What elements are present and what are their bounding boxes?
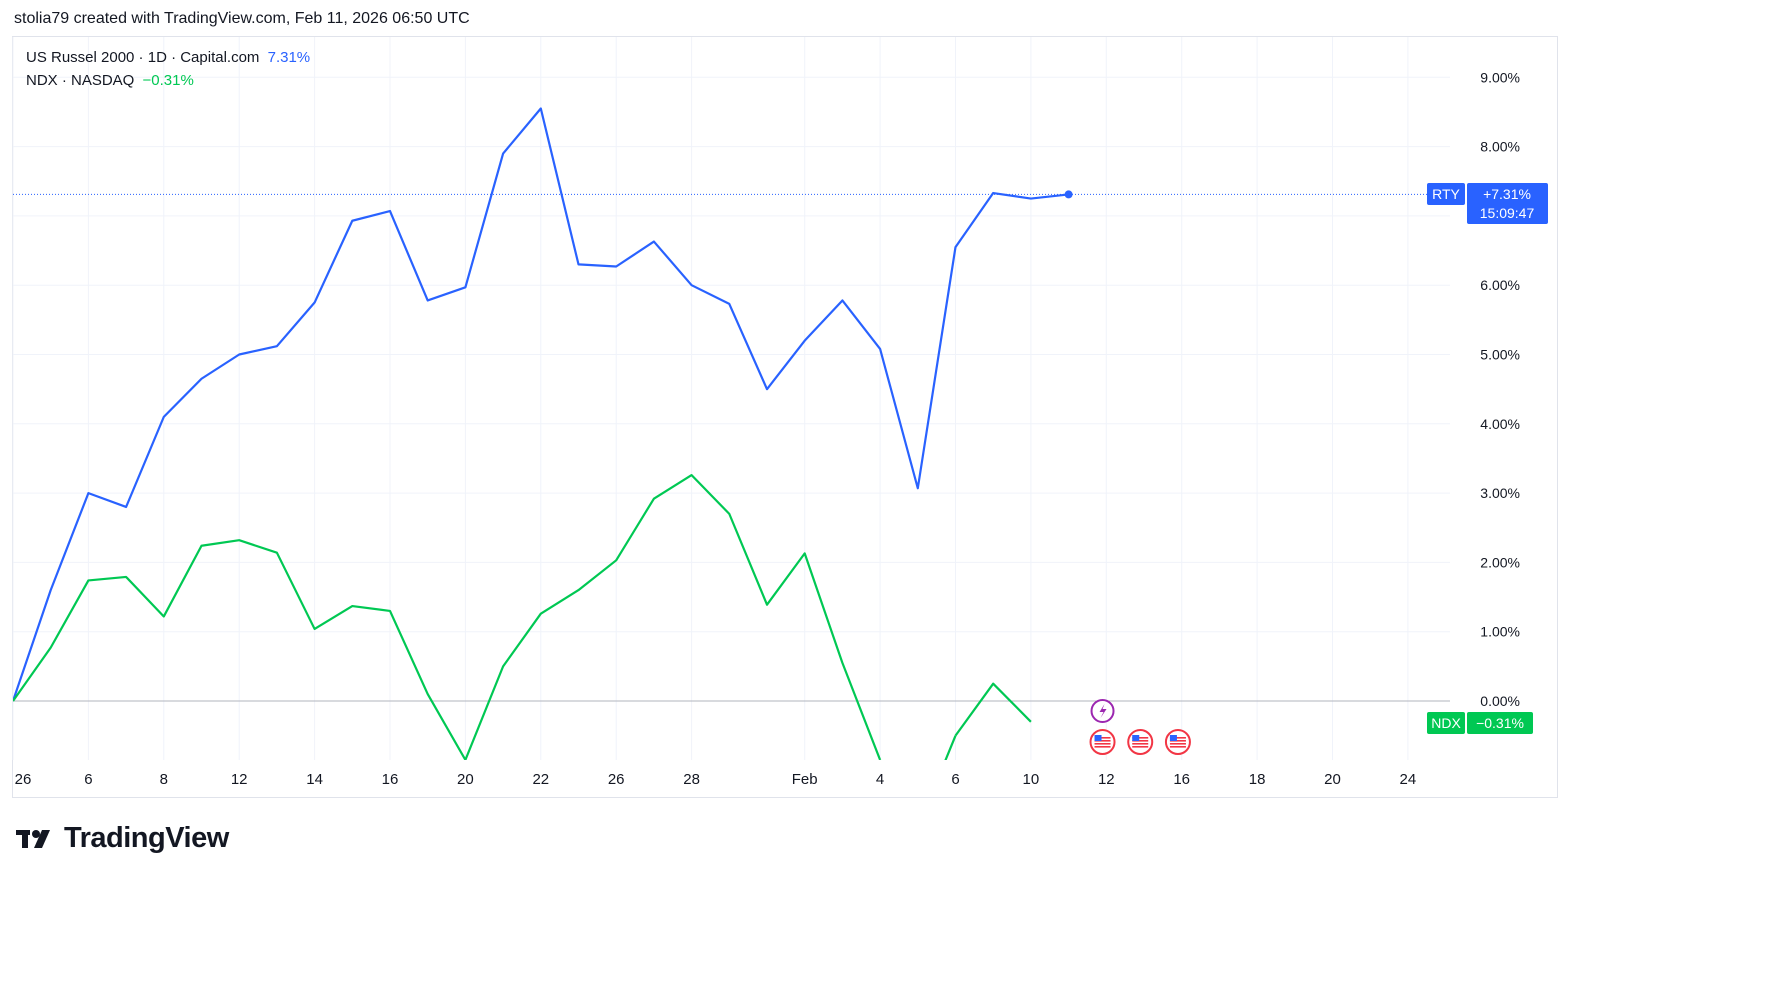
- x-tick-label: Feb: [792, 771, 818, 788]
- x-tick-label: 6: [951, 771, 959, 788]
- x-tick-label: 16: [1173, 771, 1190, 788]
- us-flag-event-icon: [1089, 729, 1116, 755]
- flag-canton: [1094, 735, 1102, 741]
- rty-tag-value: +7.31%: [1483, 186, 1531, 202]
- y-tick-label: 6.00%: [1480, 277, 1520, 293]
- x-tick-label: 16: [382, 771, 399, 788]
- flag-canton: [1169, 735, 1177, 741]
- flag-stripe: [1094, 740, 1111, 742]
- y-tick-label: 9.00%: [1480, 69, 1520, 85]
- flag-stripe: [1132, 740, 1149, 742]
- tradingview-wordmark: TradingView: [64, 822, 229, 854]
- flag-stripe: [1169, 743, 1186, 745]
- y-tick-label: 1.00%: [1480, 624, 1520, 640]
- flag-stripe: [1132, 737, 1149, 739]
- ndx-tag-value: −0.31%: [1476, 715, 1524, 731]
- ndx-price-tag: NDX −0.31%: [1427, 712, 1533, 734]
- rty-price-tag: RTY +7.31% 15:09:47: [1427, 183, 1548, 224]
- x-tick-label: 4: [876, 771, 884, 788]
- series-legend: US Russel 2000 · 1D · Capital.com 7.31% …: [26, 46, 310, 92]
- ndx-line: [13, 473, 882, 760]
- y-tick-label: 0.00%: [1480, 693, 1520, 709]
- x-tick-label: 14: [306, 771, 323, 788]
- x-tick-label: 22: [532, 771, 549, 788]
- x-tick-label: 18: [1249, 771, 1266, 788]
- y-tick-label: 5.00%: [1480, 347, 1520, 363]
- price-tags: RTY +7.31% 15:09:47 NDX −0.31%: [1427, 183, 1548, 734]
- flag-stripe: [1169, 737, 1186, 739]
- ndx-line: [954, 682, 1032, 737]
- ndx-tag-symbol: NDX: [1431, 715, 1461, 731]
- flag-stripe: [1094, 737, 1111, 739]
- x-tick-label: 10: [1023, 771, 1040, 788]
- chart-caption: stolia79 created with TradingView.com, F…: [14, 10, 470, 27]
- x-tick-label: 28: [683, 771, 700, 788]
- us-flag-event-icon: [1127, 729, 1154, 755]
- y-tick-label: 3.00%: [1480, 485, 1520, 501]
- tradingview-logo-icon: [16, 829, 50, 848]
- legend-rty[interactable]: US Russel 2000 · 1D · Capital.com 7.31%: [26, 46, 310, 69]
- flag-stripe: [1169, 740, 1186, 742]
- flag-stripe: [1169, 746, 1186, 748]
- x-tick-label: 24: [1400, 771, 1417, 788]
- y-tick-label: 4.00%: [1480, 416, 1520, 432]
- x-tick-label: 8: [160, 771, 168, 788]
- x-tick-label: 6: [84, 771, 92, 788]
- legend-ndx-label: NDX · NASDAQ: [26, 72, 135, 89]
- legend-rty-value: 7.31%: [267, 49, 311, 66]
- tradingview-logo[interactable]: TradingView: [16, 822, 229, 855]
- rty-tag-countdown: 15:09:47: [1480, 205, 1535, 221]
- x-tick-label: 20: [1324, 771, 1341, 788]
- lightning-icon: [1099, 704, 1107, 718]
- flag-stripe: [1132, 743, 1149, 745]
- y-tick-label: 2.00%: [1480, 554, 1520, 570]
- x-tick-label: 12: [231, 771, 248, 788]
- x-tick-label: 26: [608, 771, 625, 788]
- legend-ndx-value: −0.31%: [142, 72, 194, 89]
- grid: [12, 37, 1450, 760]
- event-markers: [1089, 699, 1191, 755]
- y-tick-label: 8.00%: [1480, 139, 1520, 155]
- rty-last-point: [1064, 190, 1073, 199]
- legend-rty-label: US Russel 2000 · 1D · Capital.com: [26, 49, 260, 66]
- x-tick-label: 20: [457, 771, 474, 788]
- flag-stripe: [1094, 746, 1111, 748]
- x-tick-label: 12: [1098, 771, 1115, 788]
- rty-line: [13, 107, 1069, 702]
- axes: 0.00%1.00%2.00%3.00%4.00%5.00%6.00%7.00%…: [15, 69, 1520, 788]
- series-lines: [13, 107, 1073, 760]
- us-flag-event-icon: [1164, 729, 1191, 755]
- ndx-line: [879, 735, 957, 760]
- flag-stripe: [1094, 743, 1111, 745]
- x-tick-label: 26: [15, 771, 32, 788]
- flag-stripe: [1132, 746, 1149, 748]
- legend-ndx[interactable]: NDX · NASDAQ −0.31%: [26, 69, 310, 92]
- flag-canton: [1132, 735, 1140, 741]
- rty-tag-symbol: RTY: [1432, 186, 1460, 202]
